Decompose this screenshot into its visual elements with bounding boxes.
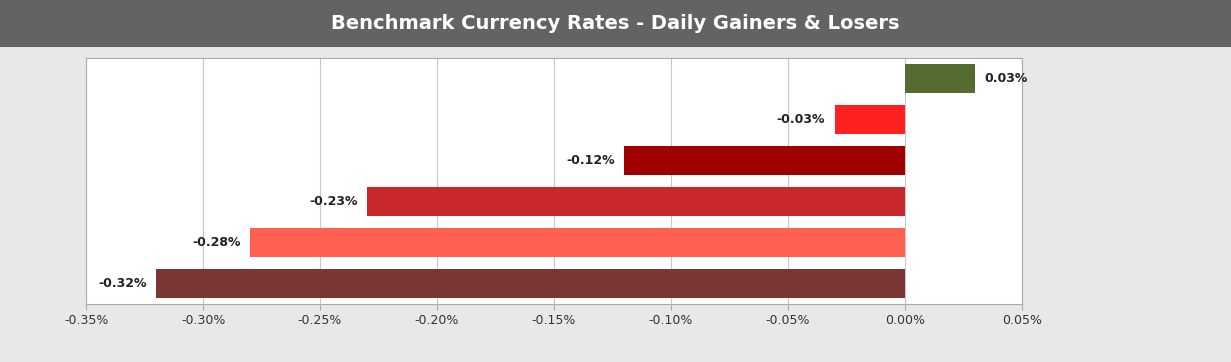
Text: Benchmark Currency Rates - Daily Gainers & Losers: Benchmark Currency Rates - Daily Gainers… <box>331 14 900 33</box>
Bar <box>250 228 905 257</box>
Bar <box>367 187 905 216</box>
Text: 0.03%: 0.03% <box>985 72 1028 85</box>
Legend: USD/CHF, USD/CAD, USD/JPY, GBP/USD, AUD/USD, EUR/USD: USD/CHF, USD/CAD, USD/JPY, GBP/USD, AUD/… <box>1038 60 1136 190</box>
Bar <box>156 269 905 298</box>
Text: -0.23%: -0.23% <box>309 195 357 208</box>
Text: -0.28%: -0.28% <box>192 236 240 249</box>
Bar <box>624 146 905 175</box>
Bar <box>835 105 905 134</box>
Text: -0.03%: -0.03% <box>777 113 825 126</box>
Text: -0.32%: -0.32% <box>98 277 146 290</box>
Bar <box>905 64 975 93</box>
Text: -0.12%: -0.12% <box>566 154 614 167</box>
